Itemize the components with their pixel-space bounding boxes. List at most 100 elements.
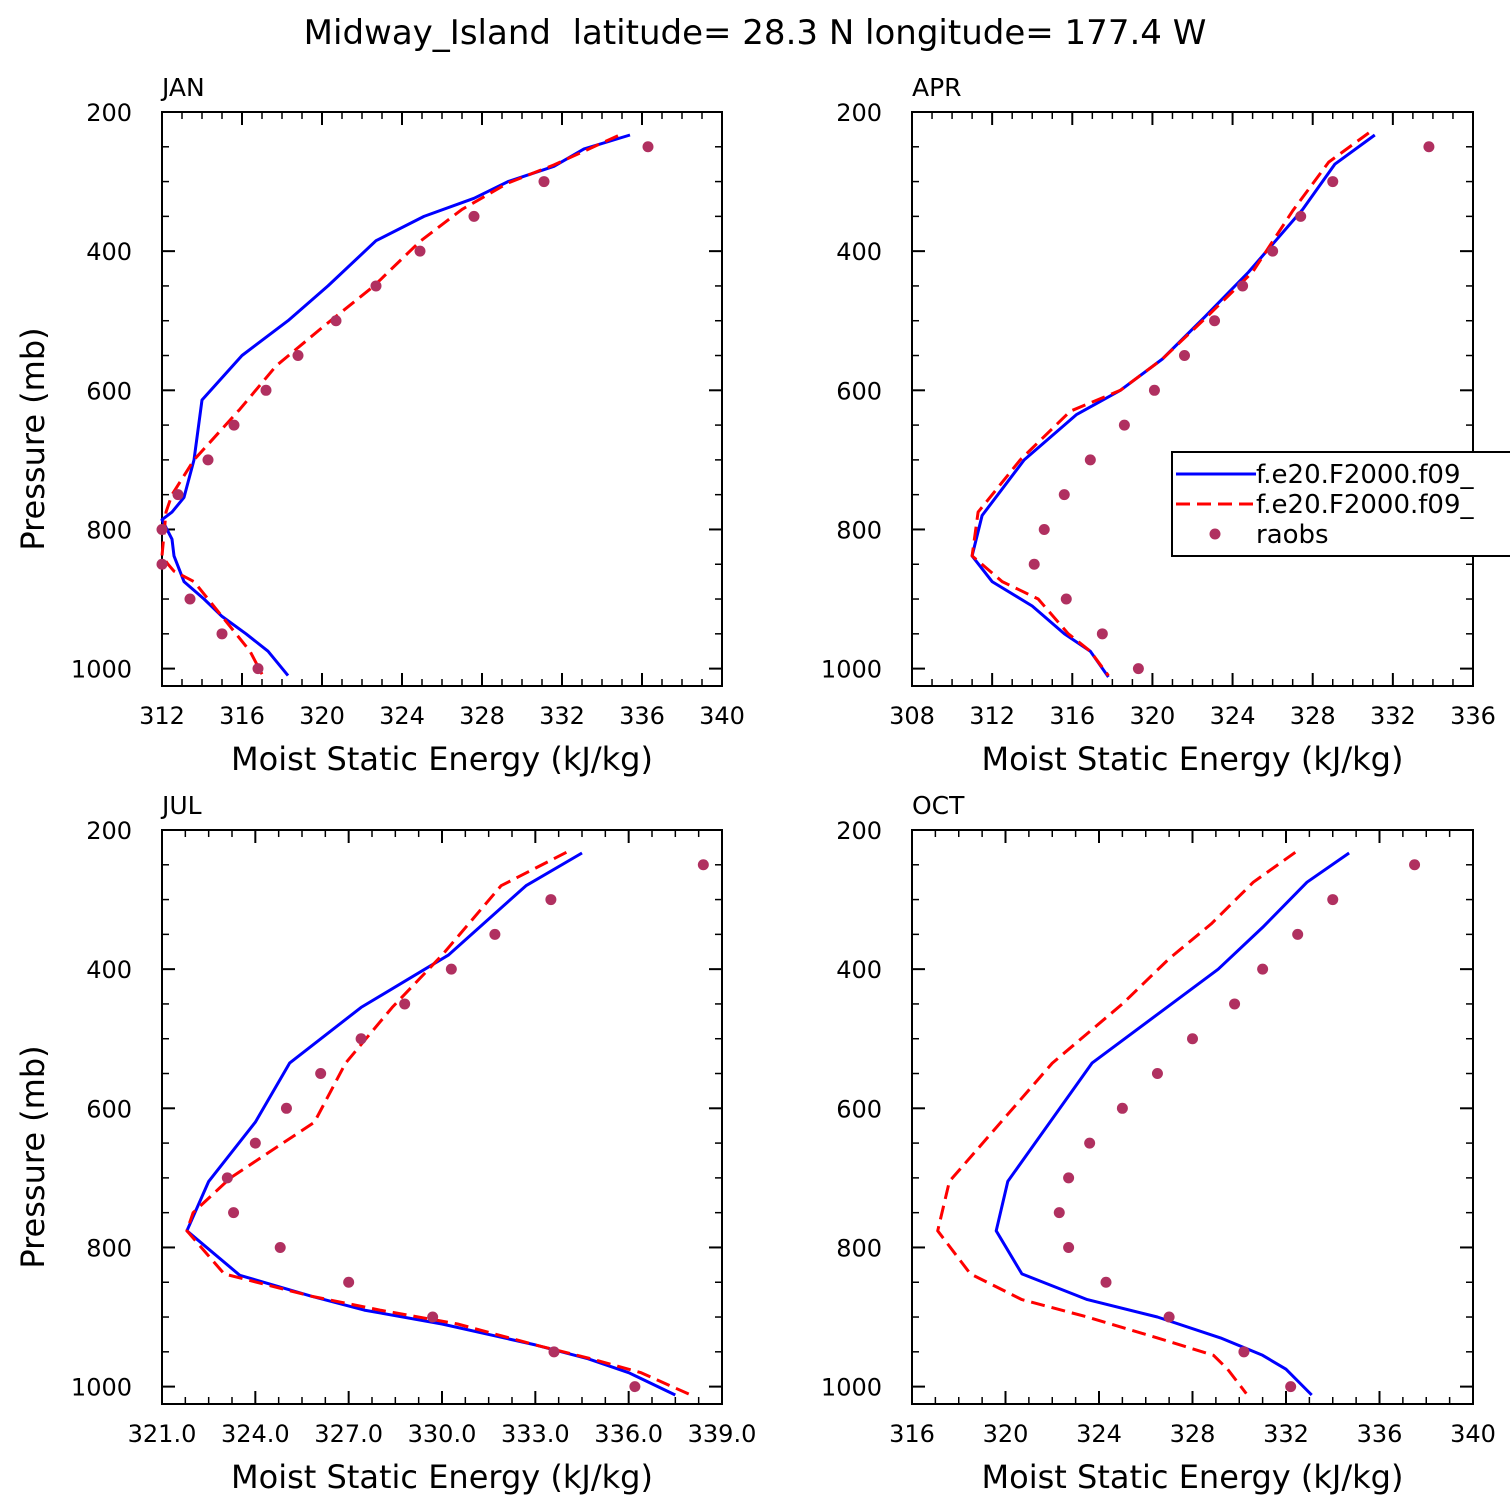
y-tick-label: 1000	[71, 1374, 132, 1402]
y-tick-label: 600	[86, 1095, 132, 1123]
figure-title: Midway_Island latitude= 28.3 N longitude…	[304, 13, 1207, 53]
x-tick-label: 312	[969, 702, 1015, 730]
raobs-point	[1148, 384, 1160, 396]
raobs-point	[1292, 928, 1304, 940]
y-tick-label: 800	[836, 516, 882, 544]
x-tick-label: 333.0	[501, 1420, 570, 1448]
raobs-point	[280, 1102, 292, 1114]
x-tick-label: 328	[459, 702, 505, 730]
x-tick-label: 308	[889, 702, 935, 730]
raobs-point	[1209, 315, 1221, 327]
raobs-point	[1096, 628, 1108, 640]
x-axis-label: Moist Static Energy (kJ/kg)	[231, 740, 653, 778]
x-axis-label: Moist Static Energy (kJ/kg)	[231, 1458, 653, 1496]
raobs-point	[1116, 1102, 1128, 1114]
raobs-point	[292, 350, 304, 362]
raobs-point	[221, 1172, 233, 1184]
y-tick-label: 400	[86, 956, 132, 984]
series-dashed-line	[970, 131, 1370, 677]
raobs-point	[184, 593, 196, 605]
raobs-point	[202, 454, 214, 466]
raobs-point	[545, 894, 557, 906]
panel-title: APR	[912, 73, 962, 102]
raobs-point	[330, 315, 342, 327]
raobs-point	[1100, 1276, 1112, 1288]
y-tick-label: 400	[836, 956, 882, 984]
x-tick-label: 324	[379, 702, 425, 730]
raobs-point	[1151, 1068, 1163, 1080]
series-raobs	[156, 141, 654, 675]
x-tick-label: 312	[139, 702, 185, 730]
raobs-point	[629, 1381, 641, 1393]
series-dashed-line	[936, 851, 1297, 1395]
x-tick-label: 336	[1357, 1420, 1403, 1448]
raobs-point	[1237, 280, 1249, 292]
raobs-point	[370, 280, 382, 292]
x-tick-label: 324	[1076, 1420, 1122, 1448]
y-tick-label: 1000	[821, 1374, 882, 1402]
y-tick-label: 200	[836, 817, 882, 845]
x-tick-label: 330.0	[408, 1420, 477, 1448]
raobs-point	[399, 998, 411, 1010]
x-tick-label: 321.0	[128, 1420, 197, 1448]
raobs-point	[156, 558, 168, 570]
raobs-point	[172, 489, 184, 501]
y-tick-label: 800	[86, 1234, 132, 1262]
series-dashed-line	[185, 850, 692, 1397]
x-tick-label: 336	[619, 702, 665, 730]
raobs-point	[228, 1207, 240, 1219]
x-tick-label: 324	[1210, 702, 1256, 730]
y-tick-label: 200	[86, 817, 132, 845]
panel-jan: 312 316 320 324 328 332 336 340 200 400 600 800 1000…	[14, 73, 745, 778]
raobs-point	[1409, 859, 1421, 871]
panel-oct: 316 320 324 328 332 336 340 200 400 600 800 1000 OCT…	[821, 791, 1496, 1496]
y-tick-label: 400	[86, 238, 132, 266]
plot-frame	[911, 829, 1474, 1405]
series-dashed-line	[160, 134, 619, 675]
x-tick-label: 336.0	[594, 1420, 663, 1448]
raobs-point	[249, 1137, 261, 1149]
x-tick-label: 339.0	[688, 1420, 757, 1448]
raobs-point	[343, 1276, 355, 1288]
y-axis-label: Pressure (mb)	[14, 1045, 52, 1268]
raobs-point	[489, 928, 501, 940]
raobs-point	[156, 523, 168, 535]
raobs-point	[1118, 419, 1130, 431]
legend-label: f.e20.F2000.f09_	[1256, 490, 1474, 520]
y-tick-label: 1000	[821, 656, 882, 684]
y-tick-label: 200	[86, 99, 132, 127]
plot-frame	[161, 829, 723, 1405]
raobs-point	[1084, 454, 1096, 466]
y-tick-label: 200	[836, 99, 882, 127]
raobs-point	[1267, 245, 1279, 257]
raobs-point	[274, 1241, 286, 1253]
raobs-point	[1084, 1137, 1096, 1149]
x-axis-label: Moist Static Energy (kJ/kg)	[982, 740, 1404, 778]
series-raobs	[1028, 141, 1435, 675]
raobs-point	[252, 663, 264, 675]
panels: 312 316 320 324 328 332 336 340 200 400 600 800 1000…	[14, 73, 1496, 1496]
x-tick-label: 332	[1263, 1420, 1309, 1448]
raobs-point	[427, 1311, 439, 1323]
raobs-point	[1163, 1311, 1175, 1323]
series-solid-line	[160, 133, 631, 677]
raobs-point	[642, 141, 654, 153]
raobs-point	[548, 1346, 560, 1358]
y-axis-label: Pressure (mb)	[14, 327, 52, 550]
y-tick-label: 800	[836, 1234, 882, 1262]
raobs-point	[1423, 141, 1435, 153]
x-tick-label: 320	[299, 702, 345, 730]
series-raobs	[1053, 859, 1421, 1393]
legend: f.e20.F2000.f09_f.e20.F2000.f09_raobs	[1171, 451, 1510, 557]
plot-frame	[911, 111, 1474, 687]
raobs-point	[228, 419, 240, 431]
raobs-point	[1257, 963, 1269, 975]
raobs-point	[1327, 176, 1339, 188]
y-tick-label: 600	[836, 377, 882, 405]
x-tick-label: 320	[1130, 702, 1176, 730]
raobs-point	[355, 1033, 367, 1045]
x-tick-label: 340	[1450, 1420, 1496, 1448]
panel-title: JAN	[160, 73, 205, 102]
